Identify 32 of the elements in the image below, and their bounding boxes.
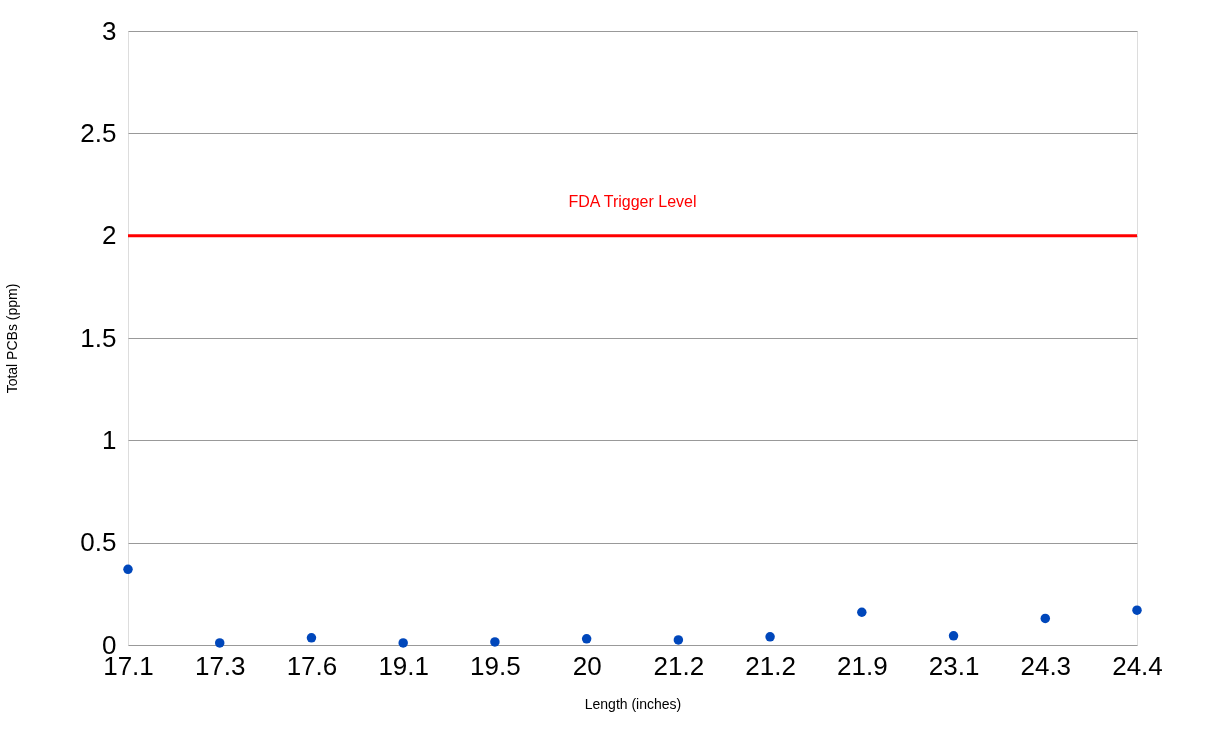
x-tick-label: 21.9 xyxy=(837,650,888,681)
y-axis-title: Total PCBs (ppm) xyxy=(4,283,21,394)
x-tick-label: 21.2 xyxy=(653,650,705,681)
x-tick-label: 20 xyxy=(572,650,602,681)
x-tick-label: 19.1 xyxy=(378,650,429,681)
point xyxy=(214,638,225,648)
y-tick-label: 1.5 xyxy=(80,322,117,353)
y-tick-label: 0.5 xyxy=(80,527,117,558)
point xyxy=(765,632,775,642)
point xyxy=(398,638,408,648)
y-tick-label: 2.5 xyxy=(80,117,117,148)
x-tick-label: 23.1 xyxy=(928,650,980,681)
x-tick-label: 24.3 xyxy=(1020,650,1072,681)
x-tick-label: 19.5 xyxy=(470,650,521,681)
y-tick-label: 2 xyxy=(102,220,117,251)
x-tick-label: 24.4 xyxy=(1112,650,1163,681)
point xyxy=(581,634,592,644)
x-axis-title: Length (inches) xyxy=(584,695,682,712)
point xyxy=(123,564,133,575)
y-tick-label: 1 xyxy=(102,424,117,455)
point xyxy=(490,637,500,647)
point xyxy=(1040,613,1051,624)
x-tick-label: 21.2 xyxy=(745,650,796,681)
point xyxy=(673,635,684,645)
point xyxy=(1132,605,1142,615)
point xyxy=(948,631,959,641)
ref-line-label: FDA Trigger Level xyxy=(568,192,697,210)
point xyxy=(857,607,867,617)
point xyxy=(306,633,317,643)
x-tick-label: 17.6 xyxy=(286,650,338,681)
y-tick-label: 3 xyxy=(102,15,117,46)
x-tick-label: 17.3 xyxy=(194,650,246,681)
